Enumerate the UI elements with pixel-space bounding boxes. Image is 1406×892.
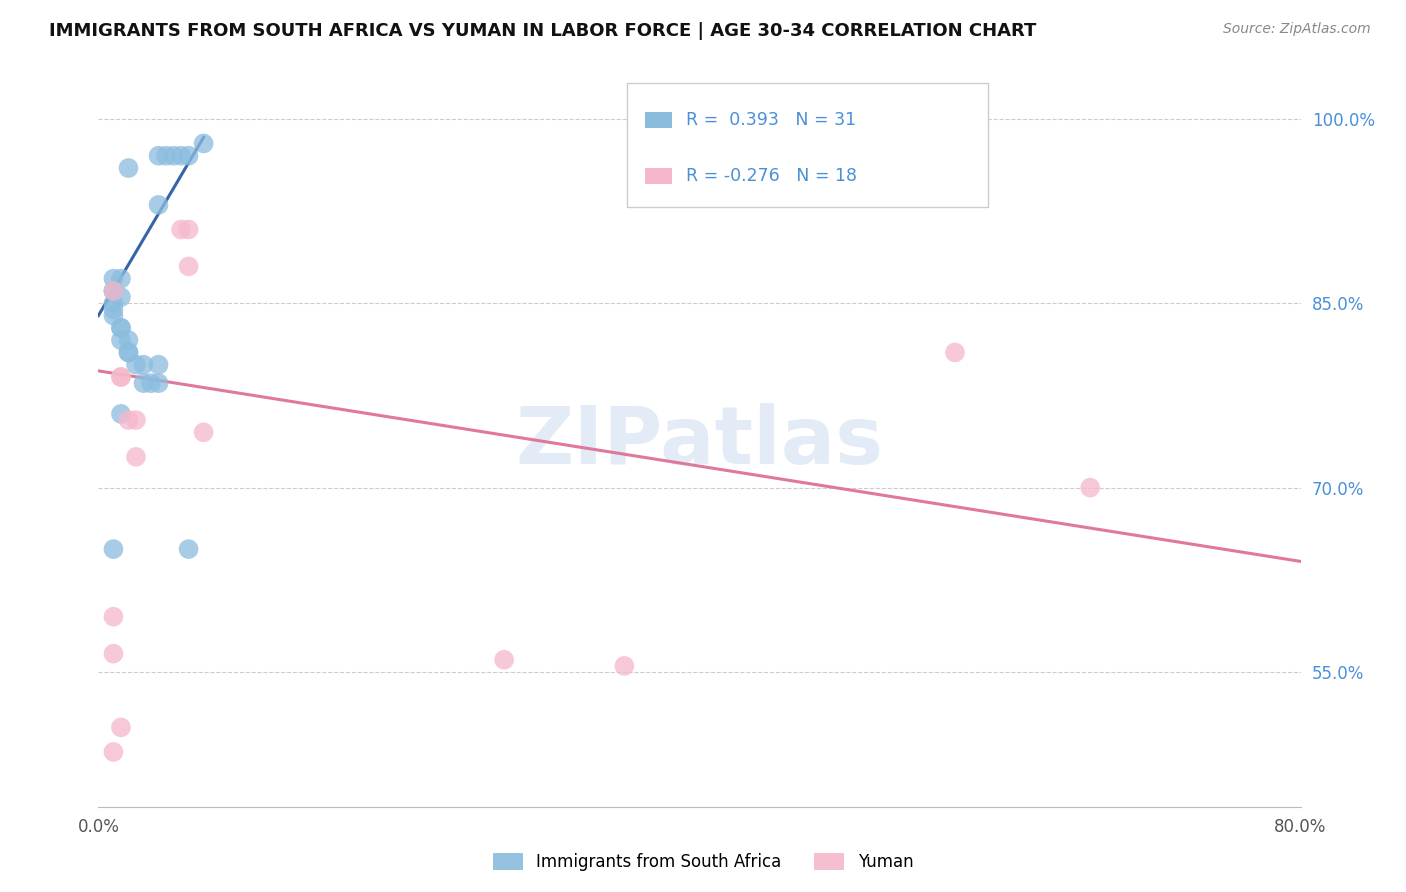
- Point: [103, 271, 125, 285]
- FancyBboxPatch shape: [627, 83, 988, 208]
- Point: [170, 149, 193, 163]
- Legend: Immigrants from South Africa, Yuman: Immigrants from South Africa, Yuman: [484, 845, 922, 880]
- Text: IMMIGRANTS FROM SOUTH AFRICA VS YUMAN IN LABOR FORCE | AGE 30-34 CORRELATION CHA: IMMIGRANTS FROM SOUTH AFRICA VS YUMAN IN…: [49, 22, 1036, 40]
- FancyBboxPatch shape: [645, 112, 672, 128]
- Point: [125, 450, 148, 464]
- Text: R = -0.276   N = 18: R = -0.276 N = 18: [686, 168, 858, 186]
- Point: [132, 358, 155, 372]
- Point: [103, 609, 125, 624]
- Point: [103, 296, 125, 310]
- Point: [177, 149, 200, 163]
- Point: [148, 198, 170, 212]
- Point: [117, 413, 139, 427]
- Point: [110, 321, 132, 335]
- Point: [177, 542, 200, 557]
- Point: [110, 321, 132, 335]
- Point: [494, 653, 516, 667]
- Point: [103, 302, 125, 317]
- Point: [103, 647, 125, 661]
- Point: [103, 284, 125, 298]
- Point: [132, 376, 155, 391]
- Point: [148, 376, 170, 391]
- Point: [103, 309, 125, 323]
- Point: [110, 407, 132, 421]
- Point: [177, 222, 200, 236]
- Point: [193, 425, 215, 440]
- Point: [117, 345, 139, 359]
- Point: [110, 370, 132, 384]
- Point: [117, 161, 139, 175]
- Point: [117, 333, 139, 347]
- Point: [103, 284, 125, 298]
- Point: [110, 370, 132, 384]
- Point: [193, 136, 215, 151]
- Point: [177, 260, 200, 274]
- Point: [1078, 481, 1101, 495]
- Point: [943, 345, 966, 359]
- Point: [125, 358, 148, 372]
- Point: [110, 290, 132, 304]
- Point: [613, 659, 636, 673]
- Text: R =  0.393   N = 31: R = 0.393 N = 31: [686, 112, 856, 129]
- Point: [110, 333, 132, 347]
- Point: [103, 542, 125, 557]
- Point: [103, 284, 125, 298]
- Point: [148, 358, 170, 372]
- Point: [110, 271, 132, 285]
- FancyBboxPatch shape: [645, 169, 672, 185]
- Point: [125, 413, 148, 427]
- Point: [103, 745, 125, 759]
- Text: Source: ZipAtlas.com: Source: ZipAtlas.com: [1223, 22, 1371, 37]
- Point: [117, 345, 139, 359]
- Point: [139, 376, 162, 391]
- Point: [110, 720, 132, 734]
- Point: [148, 149, 170, 163]
- Point: [170, 222, 193, 236]
- Text: ZIPatlas: ZIPatlas: [516, 402, 883, 481]
- Point: [155, 149, 177, 163]
- Point: [162, 149, 184, 163]
